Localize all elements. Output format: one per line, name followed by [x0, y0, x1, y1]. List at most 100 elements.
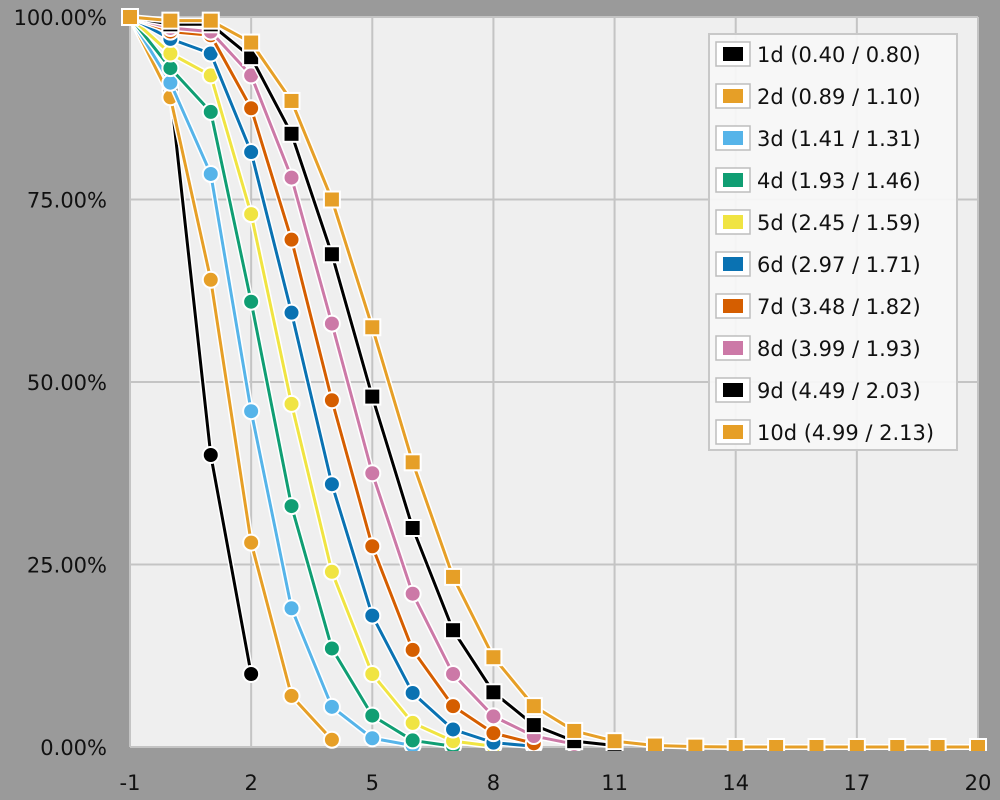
y-tick-label: 25.00%	[27, 554, 107, 578]
legend-label: 3d (1.41 / 1.31)	[757, 127, 921, 151]
data-point	[363, 729, 382, 748]
y-tick-label: 0.00%	[40, 736, 107, 760]
data-point	[282, 168, 301, 187]
series-layer	[121, 8, 987, 751]
data-point	[322, 190, 341, 209]
data-point	[403, 519, 422, 537]
data-point	[282, 599, 301, 618]
data-point	[726, 738, 745, 751]
series-line	[129, 15, 978, 749]
legend-swatch-frame	[715, 41, 751, 67]
legend-label: 8d (3.99 / 1.93)	[757, 337, 921, 361]
data-point	[201, 164, 220, 183]
data-point	[201, 270, 220, 289]
x-tick-label: 2	[244, 771, 257, 795]
x-tick-label: 14	[722, 771, 749, 795]
y-tick-label: 100.00%	[14, 6, 107, 30]
legend-swatch	[723, 215, 743, 229]
data-point	[403, 584, 422, 603]
data-point	[201, 102, 220, 121]
data-point	[242, 292, 261, 311]
data-point	[322, 697, 341, 716]
data-point	[807, 738, 826, 751]
data-point	[524, 716, 543, 735]
axis-labels: -1 2 5 8 11 14 17 20 0.00% 25.00% 50.00% 75.00% 100.…	[14, 6, 992, 795]
data-point	[242, 665, 261, 683]
legend-label: 2d (0.89 / 1.10)	[757, 85, 921, 109]
data-point	[322, 562, 341, 581]
legend-label: 4d (1.93 / 1.46)	[757, 169, 921, 193]
y-tick-label: 50.00%	[27, 371, 107, 395]
legend-swatch	[723, 131, 743, 145]
data-point	[767, 738, 786, 751]
data-point	[161, 11, 180, 30]
data-point	[363, 387, 382, 406]
legend-swatch	[723, 299, 743, 313]
data-point	[201, 11, 220, 30]
data-point	[282, 686, 301, 705]
data-point	[282, 394, 301, 413]
data-point	[524, 697, 543, 716]
data-point	[928, 738, 947, 751]
data-point	[282, 124, 301, 143]
legend-label: 1d (0.40 / 0.80)	[757, 43, 921, 67]
legend-swatch-frame	[715, 83, 751, 109]
x-tick-label: 11	[601, 771, 628, 795]
legend-swatch	[723, 383, 743, 397]
data-point	[322, 391, 341, 410]
x-tick-label: 5	[366, 771, 379, 795]
data-point	[242, 402, 261, 421]
legend-swatch	[723, 173, 743, 187]
data-point	[121, 8, 139, 26]
data-point	[686, 737, 705, 751]
y-tick-label: 75.00%	[27, 189, 107, 213]
legend-swatch	[723, 89, 743, 103]
data-point	[484, 648, 503, 667]
data-point	[888, 738, 907, 751]
data-point	[444, 720, 463, 739]
legend: 1d (0.40 / 0.80) 2d (0.89 / 1.10) 3d (1.41…	[708, 33, 958, 451]
data-point	[645, 736, 664, 751]
data-point	[363, 464, 382, 483]
data-point	[403, 713, 422, 732]
data-point	[242, 143, 261, 162]
data-point	[363, 706, 382, 725]
legend-label: 5d (2.45 / 1.59)	[757, 211, 921, 235]
legend-swatch	[723, 425, 743, 439]
data-point	[363, 606, 382, 625]
legend-label: 10d (4.99 / 2.13)	[757, 421, 934, 445]
data-point	[322, 314, 341, 333]
data-point	[282, 497, 301, 516]
data-point	[565, 721, 584, 740]
series-6	[121, 8, 543, 751]
legend-label: 7d (3.48 / 1.82)	[757, 295, 921, 319]
x-tick-label: 17	[843, 771, 870, 795]
data-point	[847, 738, 866, 751]
legend-label: 6d (2.97 / 1.71)	[757, 253, 921, 277]
data-point	[282, 303, 301, 322]
data-point	[363, 665, 382, 683]
data-point	[363, 537, 382, 556]
data-point	[444, 621, 463, 640]
data-point	[201, 446, 220, 464]
legend-swatch	[723, 257, 743, 271]
data-point	[969, 738, 987, 751]
data-point	[444, 697, 463, 716]
data-point	[444, 567, 463, 586]
x-tick-label: -1	[120, 771, 141, 795]
data-point	[363, 318, 382, 337]
data-point	[403, 453, 422, 472]
series-3	[121, 8, 422, 751]
data-point	[282, 91, 301, 110]
data-point	[605, 732, 624, 751]
data-point	[444, 665, 463, 683]
data-point	[484, 707, 503, 726]
x-tick-label: 20	[965, 771, 992, 795]
data-point	[403, 683, 422, 702]
data-point	[322, 639, 341, 658]
series-10	[121, 8, 987, 751]
data-point	[322, 245, 341, 264]
data-point	[403, 731, 422, 750]
data-point	[282, 230, 301, 249]
